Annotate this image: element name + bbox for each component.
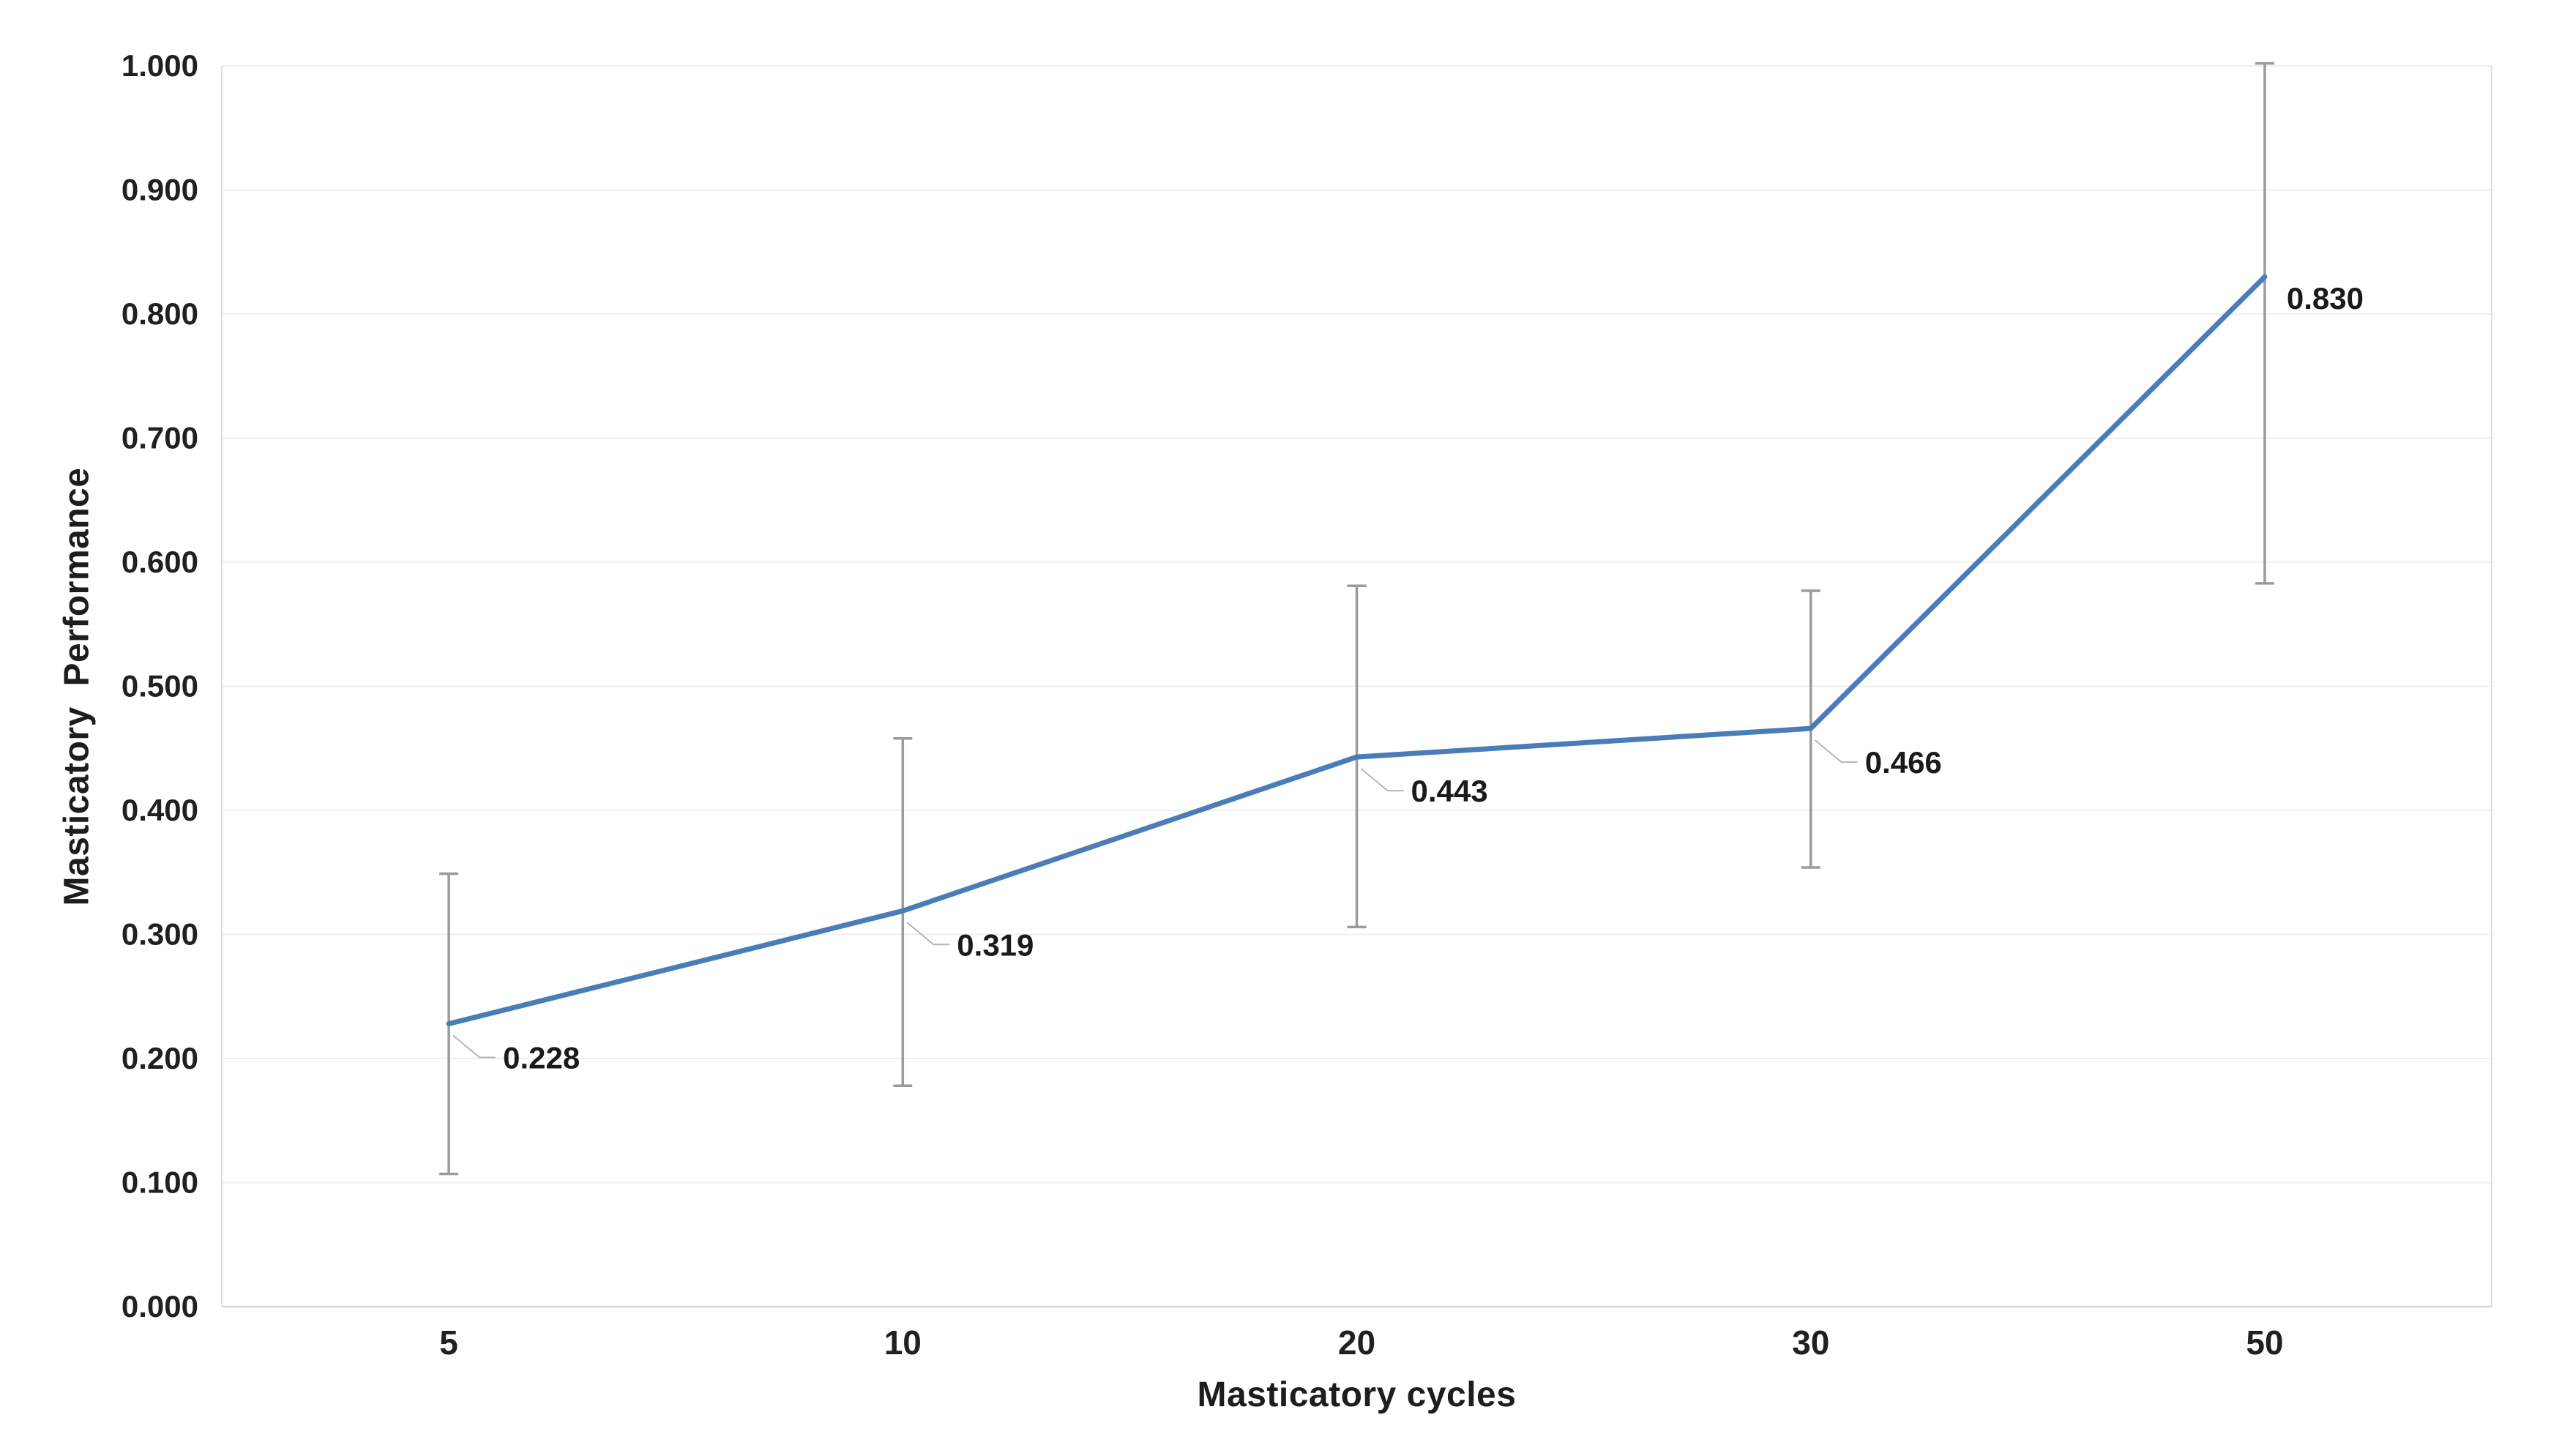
y-tick-label: 0.900 [122, 173, 198, 207]
y-tick-label: 0.300 [122, 917, 198, 952]
y-tick-label: 0.200 [122, 1041, 198, 1075]
y-tick-label: 0.400 [122, 793, 198, 827]
x-tick-label: 20 [1338, 1324, 1375, 1362]
data-label-leader [1815, 739, 1858, 764]
data-label: 0.466 [1865, 745, 1942, 780]
data-label: 0.830 [2287, 281, 2364, 316]
y-tick-label: 0.700 [122, 421, 198, 455]
data-label-leader [1360, 768, 1404, 792]
x-tick-label: 30 [1792, 1324, 1829, 1362]
y-tick-label: 1.000 [122, 48, 198, 83]
y-tick-label: 0.100 [122, 1165, 198, 1200]
y-tick-label: 0.800 [122, 296, 198, 331]
x-tick-label: 10 [884, 1324, 922, 1362]
y-tick-label: 0.500 [122, 669, 198, 703]
series-line [446, 274, 2268, 1027]
data-label-leader [906, 922, 950, 946]
data-label: 0.228 [503, 1041, 580, 1075]
data-label-leader [452, 1034, 496, 1059]
data-label: 0.319 [957, 927, 1034, 962]
x-axis-title: Masticatory cycles [1197, 1375, 1517, 1414]
y-axis-title: Masticatory Performance [57, 467, 97, 906]
y-tick-label: 0.000 [122, 1289, 198, 1324]
x-tick-label: 50 [2246, 1324, 2283, 1362]
data-label: 0.443 [1411, 774, 1488, 808]
x-tick-label: 5 [439, 1324, 458, 1362]
y-tick-label: 0.600 [122, 545, 198, 579]
